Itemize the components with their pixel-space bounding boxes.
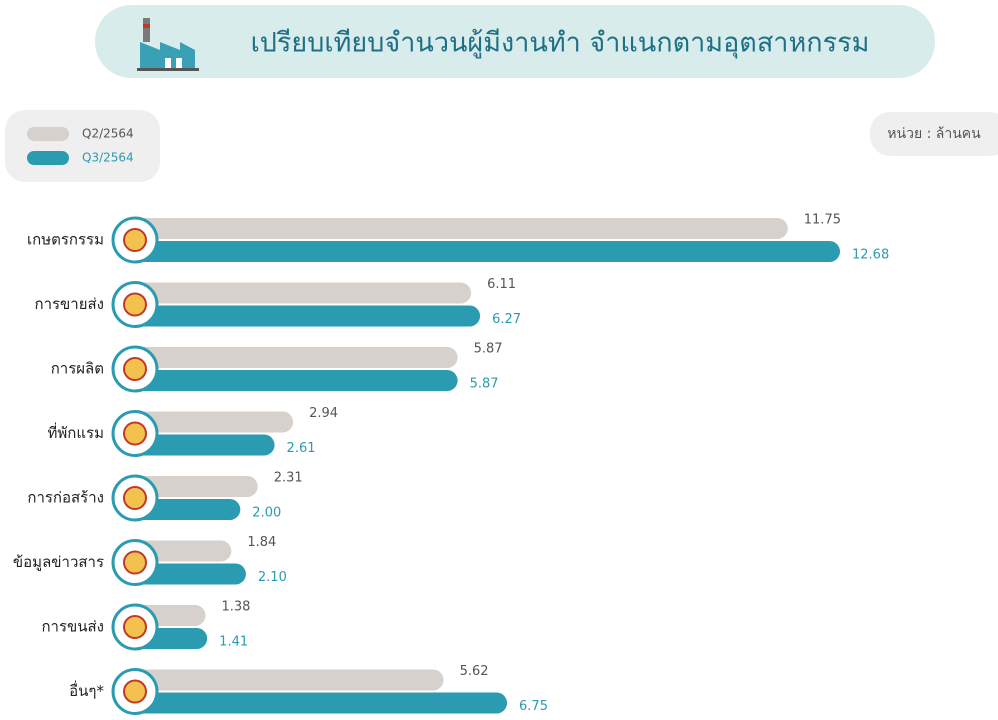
value-label: 2.00 <box>252 506 281 521</box>
value-label: 12.68 <box>852 248 889 263</box>
value-label: 1.38 <box>221 600 250 615</box>
category-icon-inner <box>123 679 147 704</box>
bar <box>128 241 840 262</box>
legend-swatch <box>27 151 69 165</box>
category-label: อื่นๆ* <box>69 680 104 700</box>
category-label: การขายส่ง <box>34 295 104 313</box>
value-label: 6.11 <box>487 277 516 292</box>
category-label: เกษตรกรรม <box>27 231 104 249</box>
category-icon-inner <box>123 421 147 446</box>
category-icon-inner <box>123 550 147 575</box>
chart-title: เปรียบเทียบจำนวนผู้มีงานทำ จำแนกตามอุตสา… <box>251 28 870 60</box>
bar <box>128 669 444 691</box>
unit-box <box>870 112 998 156</box>
value-label: 5.87 <box>474 342 503 357</box>
value-label: 5.87 <box>470 377 499 392</box>
category-icon-inner <box>123 486 147 510</box>
legend-label: Q3/2564 <box>82 151 134 165</box>
bar <box>128 411 294 433</box>
bar <box>128 218 788 239</box>
legend-label: Q2/2564 <box>82 127 134 141</box>
value-label: 5.62 <box>460 664 489 679</box>
bar <box>128 305 481 327</box>
category-label: ข้อมูลข่าวสาร <box>13 553 104 571</box>
bar <box>128 692 508 714</box>
bar <box>128 370 458 391</box>
value-label: 2.10 <box>258 570 287 585</box>
value-label: 2.61 <box>287 441 316 456</box>
bar <box>128 434 275 456</box>
category-icon-inner <box>123 228 147 252</box>
legend-box <box>5 110 160 182</box>
category-label: การขนส่ง <box>41 618 104 636</box>
category-icon-inner <box>123 357 147 381</box>
value-label: 6.27 <box>492 312 521 327</box>
factory-icon <box>137 18 199 71</box>
category-icon-inner <box>123 615 147 639</box>
unit-note: หน่วย : ล้านคน <box>887 126 981 142</box>
value-label: 1.84 <box>247 535 276 550</box>
value-label: 2.31 <box>274 471 303 486</box>
category-icon-inner <box>123 292 147 317</box>
value-label: 1.41 <box>219 635 248 650</box>
title-banner <box>95 5 935 78</box>
bar <box>128 282 472 304</box>
bar <box>128 347 458 368</box>
category-label: การก่อสร้าง <box>27 489 104 507</box>
value-label: 11.75 <box>804 213 841 228</box>
legend-swatch <box>27 127 69 141</box>
category-label: ที่พักแรม <box>48 422 104 442</box>
value-label: 2.94 <box>309 406 338 421</box>
category-label: การผลิต <box>51 360 104 378</box>
value-label: 6.75 <box>519 699 548 714</box>
bar <box>128 476 258 497</box>
